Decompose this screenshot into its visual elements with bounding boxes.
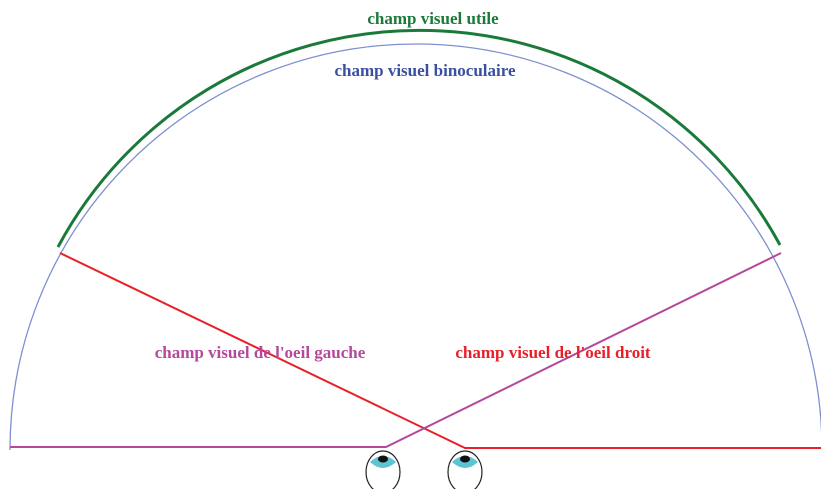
left-eye-field-label: champ visuel de l'oeil gauche: [155, 343, 366, 362]
right-eye-field-label: champ visuel de l'oeil droit: [455, 343, 651, 362]
left-eye-field-line: [10, 253, 781, 447]
visual-field-diagram: champ visuel utile champ visuel binocula…: [0, 0, 821, 489]
useful-field-label: champ visuel utile: [367, 9, 499, 28]
binocular-arc: [10, 44, 821, 450]
left-eye: [366, 451, 400, 489]
right-eye: [448, 451, 482, 489]
binocular-field-label: champ visuel binoculaire: [334, 61, 515, 80]
